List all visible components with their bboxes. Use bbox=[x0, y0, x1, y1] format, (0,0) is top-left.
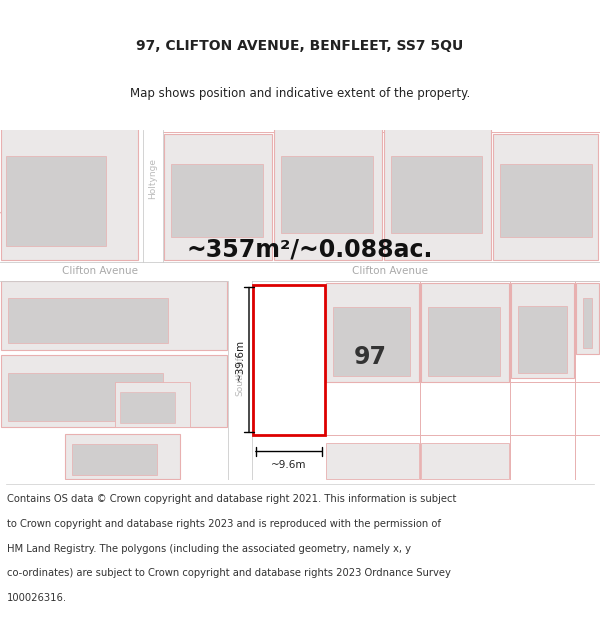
Bar bbox=[500, 164, 592, 238]
Text: Clifton Avenue: Clifton Avenue bbox=[62, 266, 138, 276]
Bar bbox=[274, 126, 382, 260]
Bar bbox=[8, 299, 168, 343]
Text: ~9.6m: ~9.6m bbox=[271, 459, 307, 469]
Bar bbox=[384, 126, 491, 260]
Text: Southcliff: Southcliff bbox=[235, 352, 245, 396]
Bar bbox=[391, 156, 482, 233]
Bar bbox=[0, 262, 600, 281]
Bar bbox=[576, 283, 599, 354]
Text: ~39.6m: ~39.6m bbox=[235, 339, 245, 381]
Bar bbox=[326, 442, 419, 479]
Text: Clifton Avenue: Clifton Avenue bbox=[352, 266, 428, 276]
Text: 100026316.: 100026316. bbox=[7, 593, 67, 603]
Text: co-ordinates) are subject to Crown copyright and database rights 2023 Ordnance S: co-ordinates) are subject to Crown copyr… bbox=[7, 569, 451, 579]
Text: Holtynge: Holtynge bbox=[149, 158, 157, 199]
Text: 97, CLIFTON AVENUE, BENFLEET, SS7 5QU: 97, CLIFTON AVENUE, BENFLEET, SS7 5QU bbox=[136, 39, 464, 52]
Bar bbox=[72, 444, 157, 475]
Bar bbox=[1, 281, 227, 350]
Bar bbox=[164, 134, 272, 260]
Bar bbox=[120, 392, 175, 423]
Text: HM Land Registry. The polygons (including the associated geometry, namely x, y: HM Land Registry. The polygons (includin… bbox=[7, 544, 411, 554]
Bar bbox=[65, 434, 180, 479]
Bar bbox=[171, 164, 263, 238]
Bar bbox=[228, 281, 252, 480]
Bar bbox=[421, 283, 509, 382]
Bar bbox=[253, 284, 325, 435]
Text: ~357m²/~0.088ac.: ~357m²/~0.088ac. bbox=[187, 238, 433, 262]
Bar bbox=[333, 307, 410, 376]
Bar bbox=[1, 356, 227, 427]
Text: Map shows position and indicative extent of the property.: Map shows position and indicative extent… bbox=[130, 87, 470, 100]
Text: to Crown copyright and database rights 2023 and is reproduced with the permissio: to Crown copyright and database rights 2… bbox=[7, 519, 441, 529]
Bar bbox=[326, 283, 419, 382]
Text: 97: 97 bbox=[353, 345, 386, 369]
Bar bbox=[8, 373, 163, 421]
Text: Contains OS data © Crown copyright and database right 2021. This information is : Contains OS data © Crown copyright and d… bbox=[7, 494, 457, 504]
Bar bbox=[6, 156, 106, 246]
Bar bbox=[428, 307, 500, 376]
Bar bbox=[518, 306, 567, 372]
Bar bbox=[493, 134, 598, 260]
Bar bbox=[281, 156, 373, 233]
Bar bbox=[511, 283, 574, 378]
Bar bbox=[583, 298, 592, 348]
Bar bbox=[421, 442, 509, 479]
Bar bbox=[1, 118, 138, 260]
Bar bbox=[143, 130, 163, 262]
Bar bbox=[115, 382, 190, 427]
